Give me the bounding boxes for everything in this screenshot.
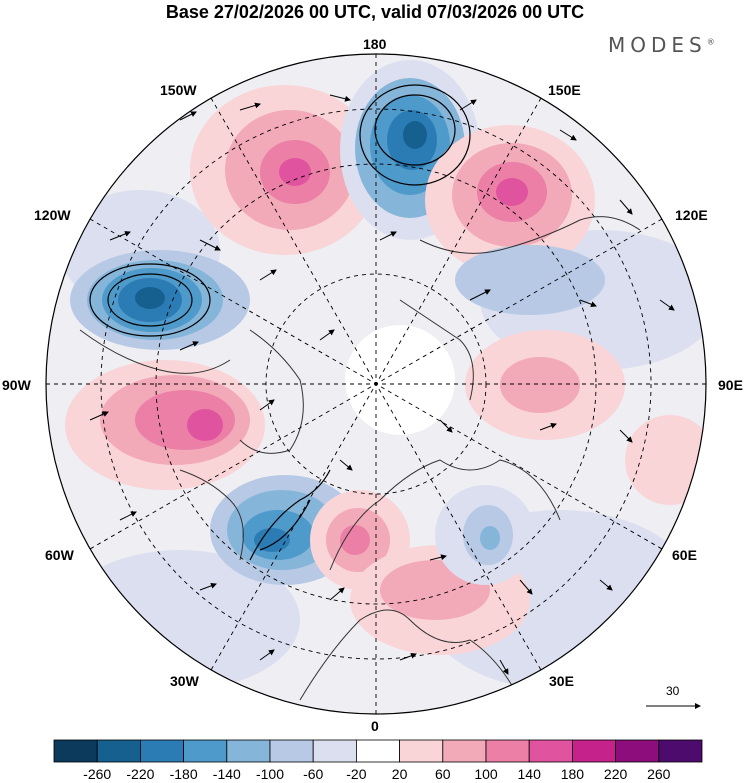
colorbar-swatch <box>485 739 530 763</box>
brand-text: MODES <box>608 33 707 57</box>
colorbar-tick-label: 20 <box>391 766 408 782</box>
colorbar-tick-label: 220 <box>603 766 628 782</box>
colorbar-swatch <box>139 739 184 763</box>
colorbar-swatch <box>399 739 444 763</box>
colorbar-tick-label: -100 <box>255 766 285 782</box>
lon-label-60e: 60E <box>672 547 697 563</box>
colorbar-swatch <box>442 739 487 763</box>
colorbar-swatch <box>312 739 357 763</box>
colorbar-swatch <box>226 739 271 763</box>
lon-label-0: 0 <box>371 718 379 734</box>
lon-label-30w: 30W <box>170 673 199 689</box>
colorbar-tick-label: -20 <box>346 766 367 782</box>
lon-label-180: 180 <box>363 36 387 52</box>
colorbar-tick-label: 60 <box>435 766 451 782</box>
lon-label-90e: 90E <box>718 377 743 393</box>
lon-label-120w: 120W <box>34 207 71 223</box>
colorbar-swatch <box>528 739 573 763</box>
lon-label-120e: 120E <box>675 207 708 223</box>
colorbar-tick-label: 260 <box>647 766 671 782</box>
colorbar-tick-label: -260 <box>83 766 112 782</box>
colorbar-tick-label: -180 <box>169 766 198 782</box>
vector-scale-label: 30 <box>666 684 680 698</box>
positive-anomaly-150e <box>425 125 595 275</box>
colorbar-swatch <box>96 739 141 763</box>
map-boundary <box>45 53 707 715</box>
positive-anomaly-90w <box>65 360 265 490</box>
map-title: Base 27/02/2026 00 UTC, valid 07/03/2026… <box>165 2 585 22</box>
negative-anomaly-120e <box>455 245 605 315</box>
brand-mark: ® <box>706 37 715 47</box>
colorbar-tick-label: 100 <box>474 766 498 782</box>
positive-anomaly-90e <box>465 330 706 505</box>
colorbar-swatch <box>572 739 617 763</box>
height-contours <box>89 84 471 561</box>
colorbar-tick-label: 180 <box>560 766 585 782</box>
lon-label-150w: 150W <box>160 82 197 98</box>
lon-label-30e: 30E <box>549 673 574 689</box>
lon-label-150e: 150E <box>548 82 581 98</box>
colorbar <box>53 739 703 763</box>
wind-vectors <box>89 94 675 675</box>
colorbar-swatch <box>53 739 98 763</box>
negative-anomaly-60w <box>210 475 360 585</box>
colorbar-swatch <box>615 739 660 763</box>
colorbar-tick-label: -220 <box>126 766 155 782</box>
negative-anomaly-60e <box>435 485 535 585</box>
colorbar-swatch <box>183 739 228 763</box>
colorbar-tick-label: -60 <box>303 766 324 782</box>
coastlines <box>79 216 641 701</box>
colorbar-swatch <box>269 739 314 763</box>
positive-anomaly-150w <box>190 85 380 255</box>
colorbar-tick-label: 140 <box>517 766 541 782</box>
lon-label-60w: 60W <box>45 547 74 563</box>
lon-label-90w: 90W <box>2 377 31 393</box>
colorbar-swatch <box>355 739 400 763</box>
colorbar-tick-label: -140 <box>212 766 241 782</box>
negative-anomaly-120w <box>70 250 250 350</box>
colorbar-swatch <box>658 739 703 763</box>
graticule <box>46 54 706 714</box>
brand-logo: MODES® <box>608 33 715 57</box>
